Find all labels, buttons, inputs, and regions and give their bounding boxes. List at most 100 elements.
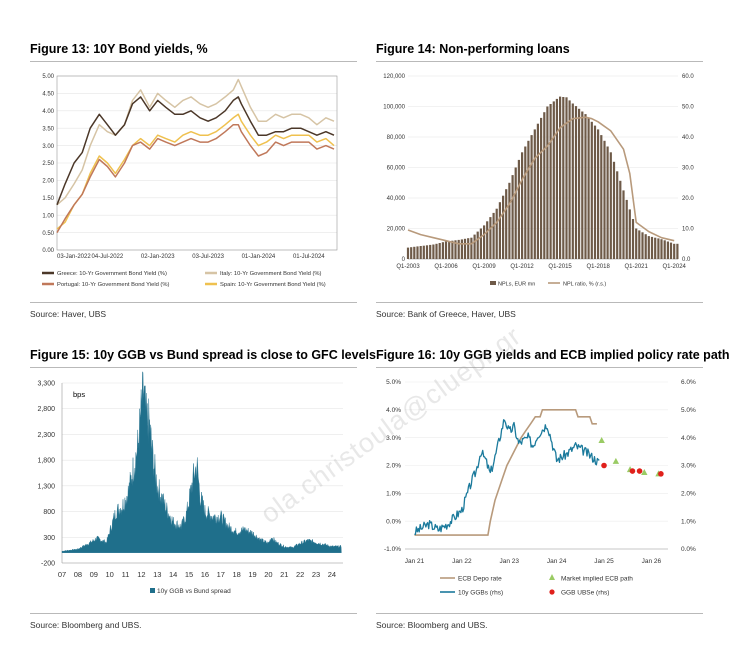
y2-tick-label: 0.0 <box>682 257 691 263</box>
figure-13-title: Figure 13: 10Y Bond yields, % <box>30 42 208 56</box>
y2-tick-label: 6.0% <box>681 379 696 386</box>
npl-bar <box>467 238 470 259</box>
npl-bar <box>590 121 593 260</box>
y-tick-label: 100,000 <box>383 105 405 111</box>
series-line-italy <box>56 78 335 206</box>
x-tick-label: 08 <box>74 570 82 579</box>
series-line-greece <box>56 96 335 206</box>
npl-bar <box>435 243 438 260</box>
y-tick-label: 5.0% <box>386 379 401 386</box>
x-tick-label: 03-Jan-2022 <box>57 254 91 260</box>
npl-bar <box>543 112 546 259</box>
npl-bar <box>603 140 606 259</box>
y-tick-label: 1.00 <box>42 213 54 219</box>
npl-bar <box>517 159 520 259</box>
y-tick-label: 40,000 <box>387 196 406 202</box>
npl-bar <box>521 152 524 260</box>
npl-bar <box>470 237 473 259</box>
npl-bar <box>555 98 558 260</box>
y-tick-label: 4.0% <box>386 407 401 414</box>
y-tick-label: 4.50 <box>42 92 54 98</box>
y2-tick-label: 0.0% <box>681 546 696 553</box>
npl-bar <box>669 242 673 259</box>
x-tick-label: 19 <box>248 570 256 579</box>
npl-bar <box>527 140 530 259</box>
npl-bar <box>536 123 539 259</box>
y-tick-label: -1.0% <box>384 546 401 553</box>
legend-label: Market implied ECB path <box>561 576 633 583</box>
y2-tick-label: 3.0% <box>681 463 696 470</box>
y2-tick-label: 5.0% <box>681 407 696 414</box>
npl-bar <box>416 246 419 259</box>
spread-area <box>61 371 342 553</box>
x-tick-label: 23 <box>312 570 320 579</box>
figure-15-source: Source: Bloomberg and UBS. <box>30 620 142 630</box>
divider <box>30 367 357 368</box>
x-tick-label: Jan 26 <box>642 558 662 565</box>
npl-bar <box>631 219 635 259</box>
npl-bar <box>492 212 495 259</box>
divider <box>376 302 703 303</box>
figure-15-title: Figure 15: 10y GGB vs Bund spread is clo… <box>30 348 376 362</box>
x-tick-label: 11 <box>122 570 130 579</box>
x-tick-label: 02-Jan-2023 <box>141 254 175 260</box>
x-tick-label: Q1-2006 <box>434 264 458 270</box>
npl-bar <box>438 243 441 259</box>
npl-bar <box>444 241 448 259</box>
x-tick-label: Q1-2009 <box>472 264 496 270</box>
npl-bar <box>650 236 654 259</box>
x-tick-label: 18 <box>232 570 240 579</box>
y-tick-label: 1,800 <box>37 458 55 465</box>
y-tick-label: 3.00 <box>42 144 54 150</box>
npl-bar <box>581 111 584 259</box>
legend-swatch-npl-bar <box>490 281 496 285</box>
npl-bar <box>568 100 571 260</box>
npl-bar <box>441 242 444 259</box>
y-tick-label: 0.50 <box>42 231 54 237</box>
y-tick-label: -200 <box>41 561 55 568</box>
legend-label: GGB UBSe (rhs) <box>561 590 609 597</box>
legend-swatch-spread <box>150 588 155 593</box>
npl-bar <box>498 202 501 259</box>
series-line-portugal <box>56 123 335 233</box>
npl-bar <box>622 190 625 259</box>
y-tick-label: 1.0% <box>386 491 401 498</box>
npl-bar <box>419 246 422 259</box>
x-tick-label: Q1-2018 <box>586 264 610 270</box>
npl-bar <box>663 240 666 259</box>
npl-bar <box>565 97 568 259</box>
x-tick-label: Jan 21 <box>405 558 425 565</box>
npl-bar <box>593 125 597 259</box>
npl-bar <box>657 238 660 259</box>
y2-tick-label: 40.0 <box>682 135 694 141</box>
npl-bar <box>584 114 587 259</box>
legend-label: 10y GGBs (rhs) <box>458 590 503 597</box>
npl-bar <box>654 237 657 259</box>
npl-bar <box>457 239 460 259</box>
figure-14-title: Figure 14: Non-performing loans <box>376 42 570 56</box>
npl-bar <box>619 180 622 259</box>
market-implied-marker <box>641 468 648 475</box>
legend-label: Spain: 10-Yr Government Bond Yield (%) <box>220 282 326 288</box>
x-tick-label: 07 <box>58 570 66 579</box>
y-tick-label: 800 <box>43 509 55 516</box>
y-tick-label: 3,300 <box>37 381 55 388</box>
npl-bar <box>571 103 574 259</box>
npl-bar <box>660 239 663 259</box>
figure-14-source: Source: Bank of Greece, Haver, UBS <box>376 309 516 319</box>
y-tick-label: 1,300 <box>37 483 55 490</box>
npl-bar <box>451 240 454 259</box>
ecb-depo-line <box>414 408 597 536</box>
npl-bar <box>600 135 603 259</box>
x-tick-label: 09 <box>90 570 98 579</box>
y-tick-label: 0.0% <box>386 518 401 525</box>
x-tick-label: 12 <box>137 570 145 579</box>
npl-bar <box>540 117 543 260</box>
y-tick-label: 20,000 <box>387 227 406 233</box>
npl-ratio-line <box>407 116 675 245</box>
figure-16-source: Source: Bloomberg and UBS. <box>376 620 488 630</box>
y-tick-label: 80,000 <box>387 135 406 141</box>
x-tick-label: 22 <box>296 570 304 579</box>
npl-bar <box>616 171 619 259</box>
x-tick-label: Q1-2024 <box>663 264 687 270</box>
